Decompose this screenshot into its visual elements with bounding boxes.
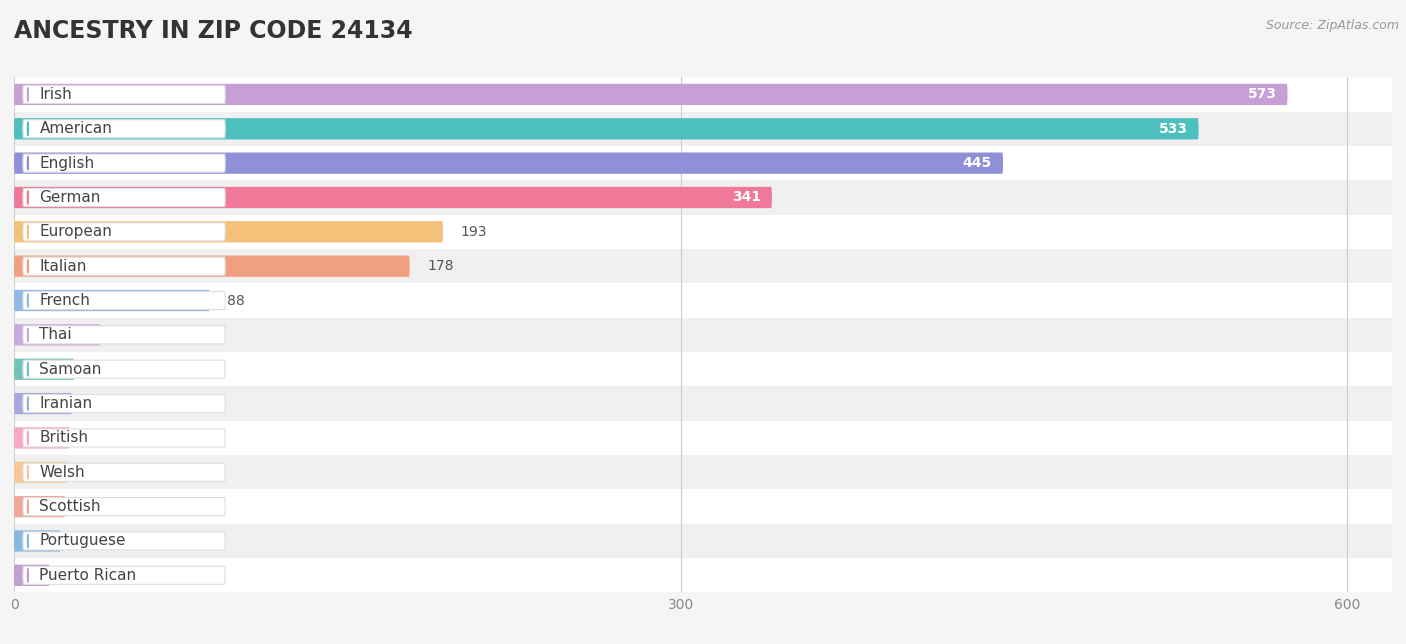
Text: 178: 178 — [427, 259, 454, 273]
Text: 16: 16 — [67, 568, 86, 582]
FancyBboxPatch shape — [14, 530, 60, 552]
FancyBboxPatch shape — [14, 427, 70, 449]
FancyBboxPatch shape — [14, 496, 65, 517]
FancyBboxPatch shape — [22, 154, 225, 172]
Text: Welsh: Welsh — [39, 465, 84, 480]
FancyBboxPatch shape — [14, 221, 443, 243]
Text: 445: 445 — [963, 156, 991, 170]
Text: Portuguese: Portuguese — [39, 533, 127, 549]
Text: Samoan: Samoan — [39, 362, 101, 377]
Bar — [14, 558, 1392, 592]
Text: Puerto Rican: Puerto Rican — [39, 568, 136, 583]
FancyBboxPatch shape — [22, 292, 225, 310]
Text: 25: 25 — [87, 431, 105, 445]
Bar — [14, 524, 1392, 558]
FancyBboxPatch shape — [22, 189, 225, 207]
Bar — [14, 283, 1392, 317]
FancyBboxPatch shape — [14, 187, 772, 208]
Bar — [14, 386, 1392, 421]
FancyBboxPatch shape — [22, 498, 225, 516]
FancyBboxPatch shape — [14, 324, 101, 346]
Bar — [14, 455, 1392, 489]
Text: 26: 26 — [90, 397, 107, 411]
FancyBboxPatch shape — [14, 393, 72, 414]
Text: 88: 88 — [228, 294, 245, 308]
FancyBboxPatch shape — [22, 223, 225, 241]
Text: Scottish: Scottish — [39, 499, 101, 514]
FancyBboxPatch shape — [22, 566, 225, 584]
FancyBboxPatch shape — [22, 120, 225, 138]
FancyBboxPatch shape — [14, 256, 409, 277]
Bar — [14, 249, 1392, 283]
FancyBboxPatch shape — [14, 565, 49, 586]
Bar — [14, 317, 1392, 352]
Text: 24: 24 — [86, 465, 103, 479]
Text: 193: 193 — [461, 225, 488, 239]
Text: German: German — [39, 190, 101, 205]
Bar — [14, 180, 1392, 214]
Text: Irish: Irish — [39, 87, 72, 102]
FancyBboxPatch shape — [14, 84, 1288, 105]
Text: Iranian: Iranian — [39, 396, 93, 411]
FancyBboxPatch shape — [14, 462, 67, 483]
Text: American: American — [39, 121, 112, 137]
Bar — [14, 146, 1392, 180]
Text: Source: ZipAtlas.com: Source: ZipAtlas.com — [1265, 19, 1399, 32]
Bar — [14, 352, 1392, 386]
Bar — [14, 77, 1392, 111]
Text: 21: 21 — [79, 534, 96, 548]
FancyBboxPatch shape — [22, 360, 225, 378]
Text: Italian: Italian — [39, 259, 87, 274]
Text: English: English — [39, 156, 94, 171]
Text: 39: 39 — [118, 328, 136, 342]
FancyBboxPatch shape — [22, 395, 225, 413]
Text: 533: 533 — [1159, 122, 1188, 136]
FancyBboxPatch shape — [22, 429, 225, 447]
Text: 23: 23 — [83, 500, 100, 514]
Bar — [14, 421, 1392, 455]
Bar — [14, 111, 1392, 146]
FancyBboxPatch shape — [14, 153, 1002, 174]
Text: 27: 27 — [91, 362, 110, 376]
Text: European: European — [39, 224, 112, 240]
Text: 573: 573 — [1247, 88, 1277, 102]
FancyBboxPatch shape — [14, 359, 75, 380]
FancyBboxPatch shape — [22, 463, 225, 481]
Text: Thai: Thai — [39, 327, 72, 343]
FancyBboxPatch shape — [14, 290, 209, 311]
Bar — [14, 489, 1392, 524]
FancyBboxPatch shape — [22, 86, 225, 104]
Text: ANCESTRY IN ZIP CODE 24134: ANCESTRY IN ZIP CODE 24134 — [14, 19, 413, 43]
Text: French: French — [39, 293, 90, 308]
Bar — [14, 214, 1392, 249]
FancyBboxPatch shape — [22, 532, 225, 550]
Text: British: British — [39, 430, 89, 446]
Text: 341: 341 — [731, 191, 761, 205]
FancyBboxPatch shape — [22, 326, 225, 344]
FancyBboxPatch shape — [14, 118, 1198, 140]
FancyBboxPatch shape — [22, 257, 225, 275]
